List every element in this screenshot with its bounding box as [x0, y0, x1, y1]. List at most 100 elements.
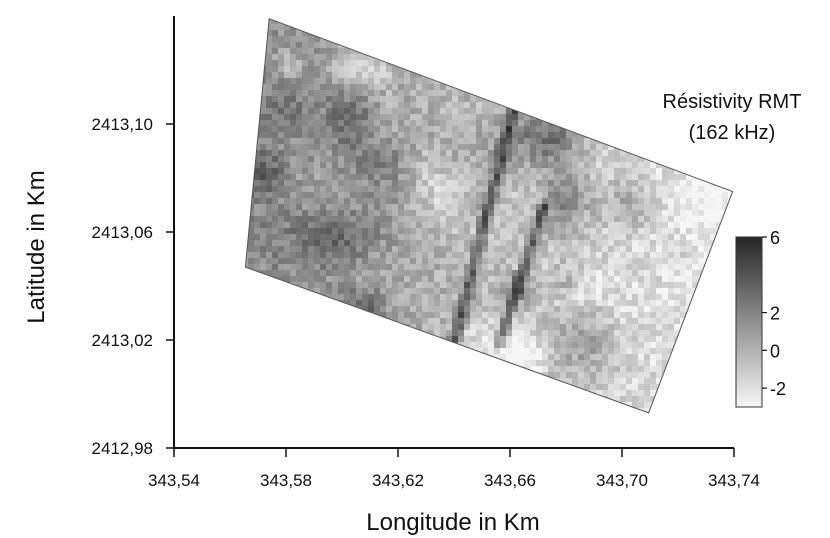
- heatmap-cell: [680, 216, 686, 222]
- heatmap-cell: [386, 354, 392, 360]
- heatmap-cell: [674, 300, 680, 306]
- heatmap-cell: [704, 192, 710, 198]
- heatmap-cell: [302, 258, 308, 264]
- heatmap-cell: [614, 174, 620, 180]
- heatmap-cell: [506, 324, 512, 330]
- heatmap-cell: [476, 102, 482, 108]
- heatmap-cell: [548, 102, 554, 108]
- heatmap-cell: [536, 48, 542, 54]
- heatmap-cell: [524, 108, 530, 114]
- heatmap-cell: [236, 342, 242, 348]
- heatmap-cell: [350, 162, 356, 168]
- heatmap-cell: [392, 246, 398, 252]
- heatmap-cell: [566, 0, 572, 6]
- heatmap-cell: [542, 0, 548, 6]
- heatmap-cell: [434, 60, 440, 66]
- heatmap-cell: [320, 330, 326, 336]
- heatmap-cell: [332, 0, 338, 6]
- heatmap-cell: [266, 72, 272, 78]
- heatmap-cell: [446, 258, 452, 264]
- heatmap-cell: [380, 108, 386, 114]
- heatmap-cell: [512, 240, 518, 246]
- heatmap-cell: [668, 276, 674, 282]
- heatmap-cell: [314, 342, 320, 348]
- heatmap-cell: [416, 300, 422, 306]
- heatmap-cell: [494, 126, 500, 132]
- heatmap-cell: [530, 330, 536, 336]
- heatmap-cell: [266, 240, 272, 246]
- heatmap-cell: [614, 330, 620, 336]
- heatmap-cell: [416, 24, 422, 30]
- heatmap-cell: [236, 66, 242, 72]
- heatmap-cell: [362, 90, 368, 96]
- heatmap-cell: [446, 306, 452, 312]
- heatmap-cell: [506, 150, 512, 156]
- heatmap-cell: [488, 60, 494, 66]
- heatmap-cell: [464, 324, 470, 330]
- heatmap-cell: [308, 72, 314, 78]
- heatmap-cell: [554, 246, 560, 252]
- heatmap-cell: [278, 156, 284, 162]
- heatmap-cell: [356, 330, 362, 336]
- heatmap-cell: [380, 342, 386, 348]
- heatmap-cell: [356, 150, 362, 156]
- heatmap-cell: [296, 66, 302, 72]
- heatmap-cell: [398, 162, 404, 168]
- heatmap-cell: [374, 174, 380, 180]
- heatmap-cell: [446, 108, 452, 114]
- heatmap-cell: [554, 342, 560, 348]
- heatmap-cell: [332, 318, 338, 324]
- heatmap-cell: [518, 36, 524, 42]
- heatmap-cell: [278, 222, 284, 228]
- heatmap-cell: [590, 36, 596, 42]
- heatmap-cell: [512, 174, 518, 180]
- heatmap-cell: [584, 198, 590, 204]
- heatmap-cell: [380, 330, 386, 336]
- heatmap-cell: [404, 36, 410, 42]
- heatmap-cell: [362, 228, 368, 234]
- heatmap-cell: [260, 18, 266, 24]
- heatmap-cell: [602, 318, 608, 324]
- heatmap-cell: [590, 342, 596, 348]
- heatmap-cell: [326, 90, 332, 96]
- heatmap-cell: [704, 306, 710, 312]
- heatmap-cell: [308, 84, 314, 90]
- heatmap-cell: [236, 318, 242, 324]
- heatmap-cell: [524, 114, 530, 120]
- heatmap-cell: [470, 294, 476, 300]
- heatmap-cell: [380, 24, 386, 30]
- heatmap-cell: [536, 90, 542, 96]
- heatmap-cell: [512, 48, 518, 54]
- heatmap-cell: [620, 102, 626, 108]
- heatmap-cell: [722, 276, 728, 282]
- heatmap-cell: [458, 180, 464, 186]
- heatmap-cell: [320, 282, 326, 288]
- heatmap-cell: [566, 6, 572, 12]
- heatmap-cell: [476, 168, 482, 174]
- heatmap-cell: [632, 0, 638, 6]
- heatmap-cell: [392, 222, 398, 228]
- heatmap-cell: [560, 84, 566, 90]
- heatmap-cell: [482, 342, 488, 348]
- heatmap-cell: [722, 300, 728, 306]
- heatmap-cell: [242, 12, 248, 18]
- heatmap-cell: [536, 324, 542, 330]
- heatmap-cell: [230, 270, 236, 276]
- heatmap-cell: [446, 168, 452, 174]
- heatmap-cell: [656, 324, 662, 330]
- heatmap-cell: [578, 234, 584, 240]
- heatmap-cell: [650, 12, 656, 18]
- heatmap-cell: [518, 72, 524, 78]
- heatmap-cell: [494, 0, 500, 6]
- heatmap-cell: [530, 246, 536, 252]
- heatmap-cell: [416, 324, 422, 330]
- heatmap-cell: [362, 174, 368, 180]
- heatmap-cell: [638, 42, 644, 48]
- heatmap-cell: [626, 252, 632, 258]
- heatmap-cell: [362, 144, 368, 150]
- heatmap-cell: [356, 78, 362, 84]
- heatmap-cell: [350, 204, 356, 210]
- heatmap-cell: [368, 342, 374, 348]
- heatmap-cell: [260, 162, 266, 168]
- heatmap-cell: [476, 126, 482, 132]
